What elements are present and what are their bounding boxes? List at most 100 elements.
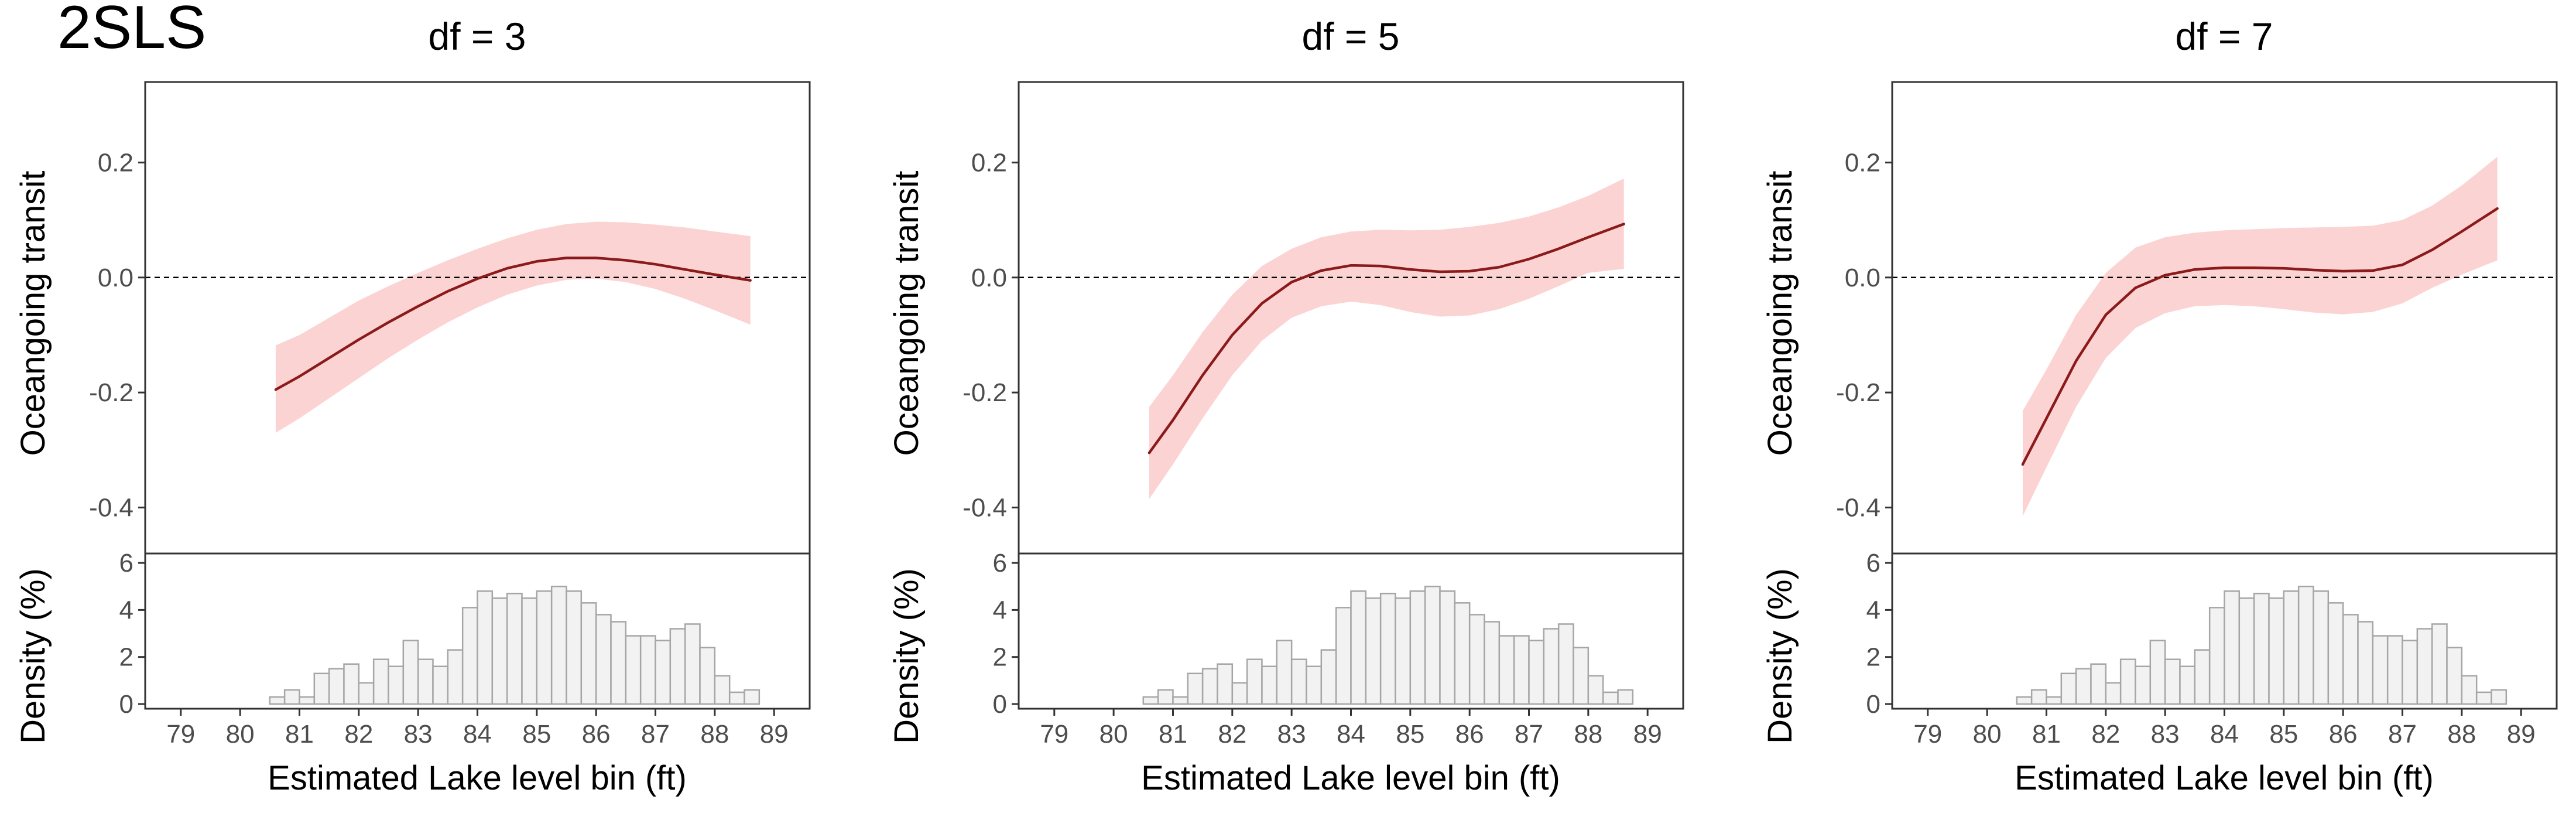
density-bar xyxy=(372,658,389,705)
density-bar xyxy=(328,668,345,705)
density-bar xyxy=(2179,665,2196,705)
panel-title: df = 7 xyxy=(2176,15,2273,58)
density-bar xyxy=(1320,649,1337,705)
y-tick-label: -0.4 xyxy=(1836,493,1880,522)
density-bar xyxy=(2357,621,2374,705)
x-tick-label: 80 xyxy=(1099,720,1128,749)
density-bar xyxy=(1379,593,1396,705)
density-bar xyxy=(358,682,375,705)
density-bar xyxy=(1246,658,1263,705)
y-tick-label: 0.0 xyxy=(1845,264,1880,292)
x-tick-label: 88 xyxy=(1574,720,1602,749)
y-tick-label: -0.4 xyxy=(89,493,133,522)
density-bar xyxy=(2208,607,2225,705)
density-bar xyxy=(1335,607,1352,705)
x-tick-label: 82 xyxy=(344,720,373,749)
density-bar xyxy=(1484,621,1501,705)
x-tick-label: 89 xyxy=(1633,720,1662,749)
x-tick-label: 79 xyxy=(1913,720,1942,749)
density-bar xyxy=(2491,689,2508,705)
density-bar xyxy=(461,607,478,705)
density-bar xyxy=(580,602,597,705)
density-bar xyxy=(506,593,523,705)
x-tick-label: 85 xyxy=(2269,720,2298,749)
density-bar xyxy=(2475,691,2492,705)
density-bar xyxy=(2446,647,2463,705)
density-bar xyxy=(1395,597,1412,705)
density-bar xyxy=(1439,590,1456,705)
x-tick-label: 83 xyxy=(404,720,433,749)
x-tick-label: 89 xyxy=(2507,720,2536,749)
fitted-line xyxy=(2021,207,2499,466)
density-bar xyxy=(2016,696,2033,705)
density-bar xyxy=(2297,585,2314,705)
density-bar xyxy=(283,689,300,705)
y-axis-label: Oceangoing transit xyxy=(14,171,52,456)
x-tick-label: 82 xyxy=(1218,720,1246,749)
density-bar xyxy=(2342,614,2359,705)
density-y-axis-label: Density (%) xyxy=(888,568,926,744)
x-tick-label: 88 xyxy=(2447,720,2476,749)
density-bar xyxy=(1142,696,1159,705)
density-y-tick-label: 4 xyxy=(1866,596,1880,624)
figure-tag: 2SLS xyxy=(57,0,206,62)
density-bar xyxy=(714,675,731,705)
density-bar xyxy=(699,647,716,705)
density-bar xyxy=(2075,668,2092,705)
plot-frame xyxy=(1018,81,1684,555)
y-tick-label: 0.2 xyxy=(1845,148,1880,177)
x-tick-label: 84 xyxy=(2210,720,2239,749)
density-bar xyxy=(2402,640,2419,705)
density-bar xyxy=(477,590,494,705)
density-bar xyxy=(1290,658,1307,705)
density-bar xyxy=(610,621,627,705)
density-bar xyxy=(1587,675,1604,705)
density-bar xyxy=(1157,689,1174,705)
x-axis-label: Estimated Lake level bin (ft) xyxy=(268,759,687,797)
x-tick-label: 87 xyxy=(641,720,670,749)
density-bar xyxy=(2060,672,2077,705)
fitted-line xyxy=(274,257,752,391)
y-tick-label: -0.2 xyxy=(962,378,1007,407)
density-y-tick-label: 2 xyxy=(119,643,133,672)
density-bar xyxy=(2030,689,2047,705)
density-bar xyxy=(299,696,316,705)
density-y-tick-label: 2 xyxy=(993,643,1007,672)
x-tick-label: 89 xyxy=(760,720,789,749)
x-axis-label: Estimated Lake level bin (ft) xyxy=(1141,759,1560,797)
density-y-tick-label: 6 xyxy=(993,549,1007,578)
density-y-tick-label: 6 xyxy=(119,549,133,578)
density-y-tick-label: 4 xyxy=(119,596,133,624)
y-axis-label: Oceangoing transit xyxy=(1761,171,1799,456)
x-tick-label: 83 xyxy=(2151,720,2180,749)
density-bar xyxy=(447,649,464,705)
density-bar xyxy=(1217,663,1234,705)
density-bar xyxy=(1201,668,1218,705)
x-axis-label: Estimated Lake level bin (ft) xyxy=(2015,759,2434,797)
y-tick-label: -0.2 xyxy=(1836,378,1880,407)
density-bar xyxy=(491,597,508,705)
x-tick-label: 87 xyxy=(2388,720,2417,749)
density-bar xyxy=(536,590,553,705)
panel-df3: df = 3 Oceangoing transit Density (%) Es… xyxy=(14,15,811,797)
y-tick-label: 0.2 xyxy=(98,148,133,177)
density-bar xyxy=(2149,640,2166,705)
x-tick-label: 80 xyxy=(1973,720,2002,749)
density-bar xyxy=(1468,614,1485,705)
density-bar xyxy=(655,640,672,705)
y-tick-label: -0.4 xyxy=(962,493,1007,522)
density-y-tick-label: 0 xyxy=(1866,690,1880,719)
density-bar xyxy=(2105,682,2122,705)
y-tick-label: 0.0 xyxy=(971,264,1007,292)
panel-df7: df = 7 Oceangoing transit Density (%) Es… xyxy=(1761,15,2558,797)
density-bar xyxy=(2194,649,2211,705)
x-tick-label: 85 xyxy=(1396,720,1424,749)
density-bar xyxy=(1409,590,1426,705)
density-bar xyxy=(1513,635,1530,705)
density-bar xyxy=(1231,682,1248,705)
density-bar xyxy=(566,590,583,705)
x-tick-label: 86 xyxy=(1455,720,1484,749)
density-bar xyxy=(2135,665,2152,705)
x-tick-label: 79 xyxy=(166,720,195,749)
density-bar xyxy=(1498,635,1515,705)
